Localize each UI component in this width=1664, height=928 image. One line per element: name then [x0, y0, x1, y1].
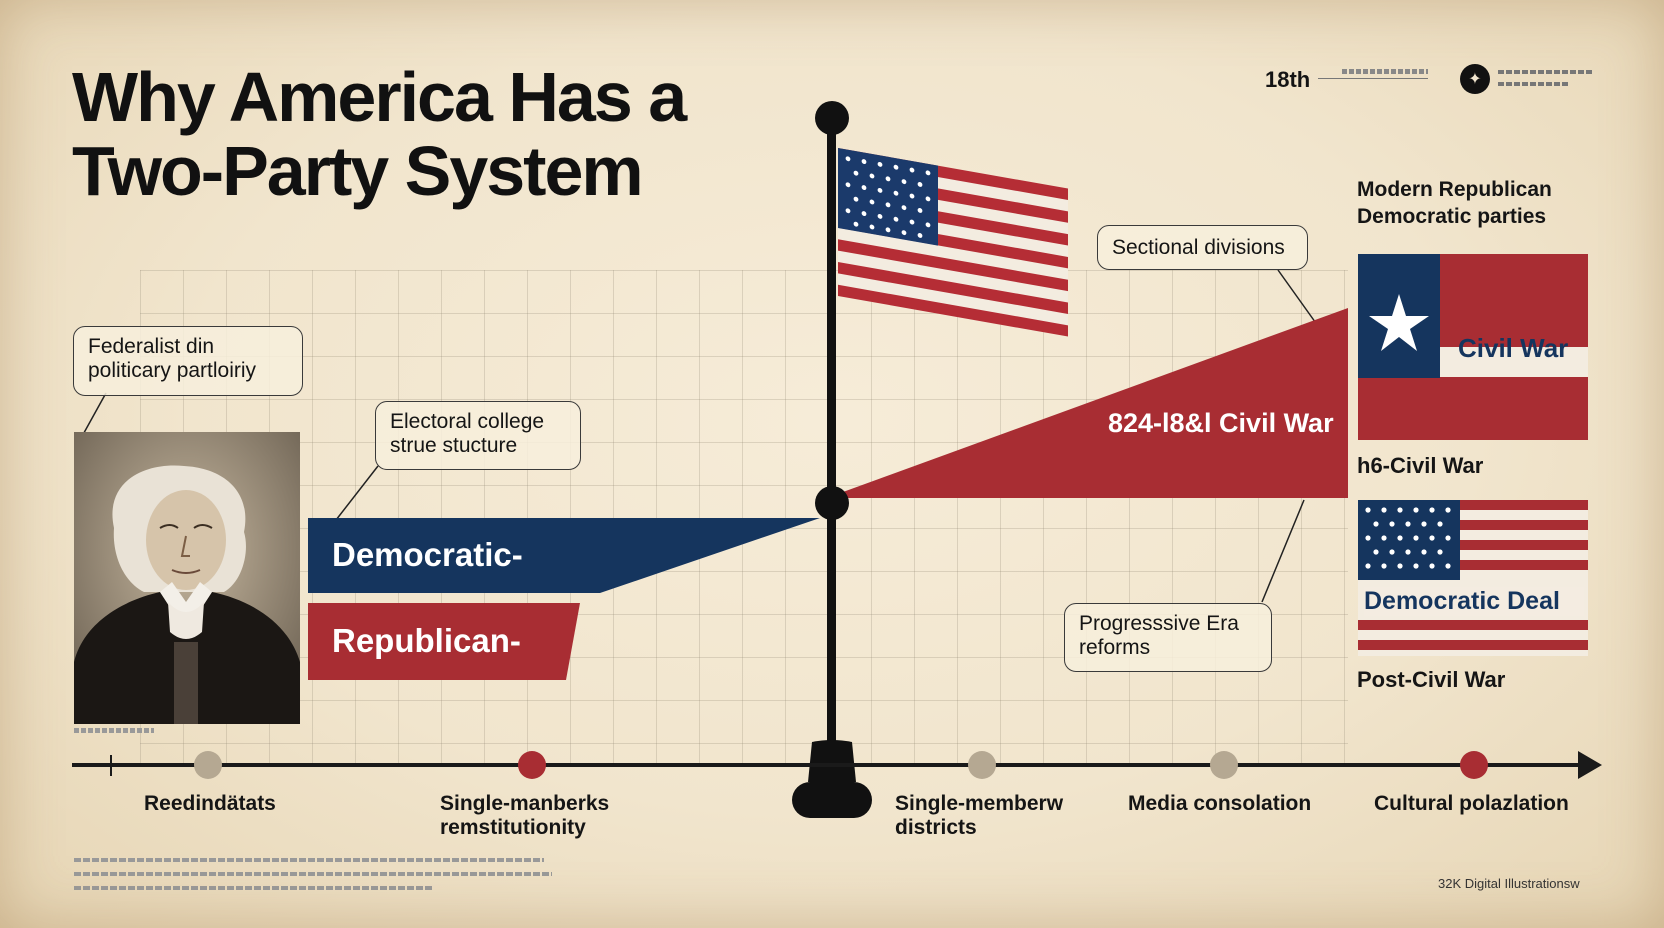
timeline-label-2-line-2: remstitutionity [440, 816, 586, 839]
leader-line-progressive [1261, 499, 1305, 603]
timeline-label-4-line-1: Media consolation [1128, 792, 1312, 815]
header-fine-print-3 [1498, 82, 1570, 86]
flag1-civil-war-text: Civil War [1458, 333, 1569, 363]
timeline-label-3-line-1: Single-memberw [895, 792, 1064, 815]
header-year: 18th [1265, 67, 1311, 92]
timeline-arrow [1578, 751, 1602, 779]
us-flag-small-icon [1358, 500, 1588, 656]
header-fine-print [1342, 69, 1428, 74]
democratic-label: Democratic- [332, 536, 523, 573]
right-heading-line-1: Modern Republican [1357, 178, 1552, 201]
republican-label: Republican- [332, 622, 521, 659]
timeline-label-3-line-2: districts [895, 816, 977, 839]
flag2-democratic-deal-text: Democratic Deal [1364, 587, 1584, 616]
footer-credit: 32K Digital Illustrationsw [1438, 876, 1580, 891]
label-post-civil-war: Post-Civil War [1357, 667, 1506, 692]
portrait-caption [74, 728, 154, 733]
callout-electoral-line-2: strue stucture [390, 434, 518, 457]
civil-war-label: 824-l8&l Civil War [1108, 408, 1334, 438]
civil-war-wedge [832, 308, 1348, 498]
leader-line-sectional [1277, 269, 1319, 327]
timeline-marker-3 [968, 751, 996, 779]
flagpole-finial [815, 101, 849, 135]
leader-line-electoral [335, 465, 379, 521]
callout-progressive-line-1: Progresssive Era [1079, 612, 1239, 635]
timeline-label-2: Single-manberks remstitutionity [440, 792, 609, 840]
header-fine-print-2 [1498, 70, 1593, 74]
callout-federalist-line-1: Federalist din [88, 335, 215, 358]
callout-electoral-college: Electoral college strue stucture [375, 401, 581, 470]
flagpole [827, 118, 836, 778]
texas-style-flag-icon [1358, 254, 1588, 440]
timeline-label-2-line-1: Single-manberks [440, 792, 610, 815]
compass-star-icon: ✦ [1460, 64, 1490, 94]
democratic-bar [308, 518, 820, 593]
callout-progressive-line-2: reforms [1079, 636, 1151, 659]
timeline-label-1: Reedindätats [144, 792, 276, 816]
header-rule [1318, 78, 1428, 79]
timeline-marker-5 [1460, 751, 1488, 779]
title-line-2: Two-Party System [72, 132, 644, 210]
label-h6-civil-war: h6-Civil War [1357, 453, 1484, 478]
founder-portrait [74, 432, 300, 724]
timeline-label-1-line-1: Reedindätats [144, 792, 276, 815]
callout-sectional-divisions: Sectional divisions [1097, 225, 1308, 270]
flagpole-joint [815, 486, 849, 520]
callout-progressive-era: Progresssive Era reforms [1064, 603, 1272, 672]
callout-sectional-text: Sectional divisions [1112, 236, 1285, 259]
timeline-marker-2 [518, 751, 546, 779]
right-column-heading: Modern Republican Democratic parties [1357, 176, 1552, 230]
title-line-1: Why America Has a [72, 58, 687, 136]
page-title: Why America Has a Two-Party System [72, 60, 712, 208]
right-heading-line-2: Democratic parties [1357, 205, 1547, 228]
timeline-label-5-line-1: Cultural polazlation [1374, 792, 1569, 815]
callout-federalist-line-2: politicary partloiriy [88, 359, 257, 382]
republican-bar [308, 603, 580, 680]
background-grid [140, 270, 1348, 764]
flagpole-base-upper [808, 740, 856, 782]
us-flag-icon [838, 148, 1068, 337]
timeline-marker-4 [1210, 751, 1238, 779]
callout-federalist: Federalist din politicary partloiriy [73, 326, 303, 396]
callout-electoral-line-1: Electoral college [390, 410, 545, 433]
flagpole-base [792, 782, 872, 818]
timeline-marker-1 [194, 751, 222, 779]
timeline-label-3: Single-memberw districts [895, 792, 1063, 840]
timeline-label-5: Cultural polazlation [1374, 792, 1569, 816]
timeline-label-4: Media consolation [1128, 792, 1311, 816]
footer-fine-print [74, 858, 554, 900]
